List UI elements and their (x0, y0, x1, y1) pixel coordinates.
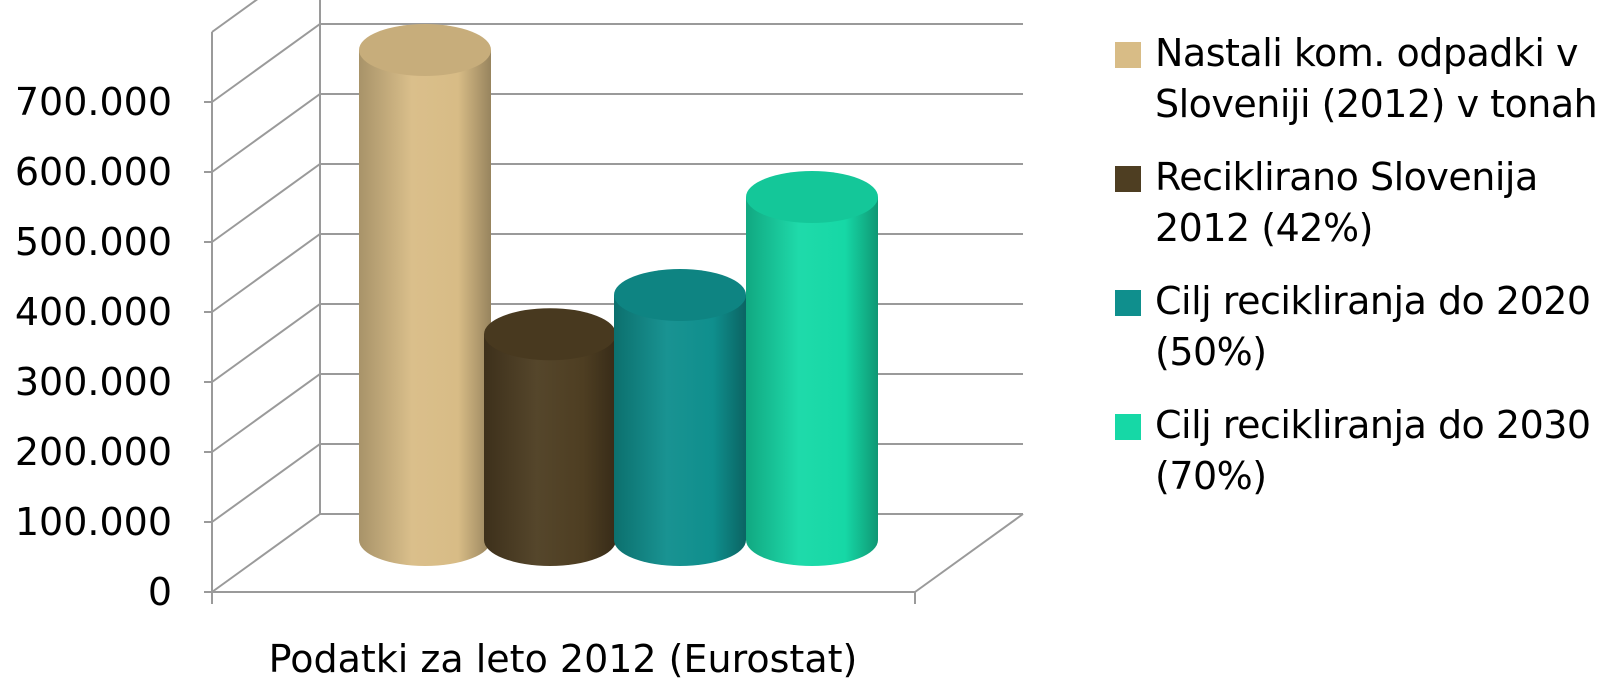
bar-4 (746, 171, 878, 566)
y-tick-label: 200.000 (15, 430, 172, 474)
y-tick-label: 400.000 (15, 290, 172, 334)
legend-label: Cilj recikliranja do 2020 (50%) (1155, 279, 1591, 374)
legend-item: Nastali kom. odpadki v Sloveniji (2012) … (1115, 28, 1610, 130)
legend-item: Cilj recikliranja do 2020 (50%) (1115, 276, 1610, 378)
legend-swatch-icon (1115, 290, 1141, 316)
bar-top (746, 171, 878, 223)
legend-item: Cilj recikliranja do 2030 (70%) (1115, 400, 1610, 502)
y-tick-label: 700.000 (15, 80, 172, 124)
floor-right-edge (914, 513, 1024, 593)
legend-label: Reciklirano Slovenija 2012 (42%) (1155, 155, 1538, 250)
legend-item: Reciklirano Slovenija 2012 (42%) (1115, 152, 1610, 254)
bar-top (359, 24, 491, 76)
legend: Nastali kom. odpadki v Sloveniji (2012) … (1115, 28, 1610, 524)
legend-label: Cilj recikliranja do 2030 (70%) (1155, 403, 1591, 498)
chart-area: 0 100.000 200.000 300.000 400.000 500.000 600.… (15, 0, 1024, 681)
legend-swatch-icon (1115, 42, 1141, 68)
gridline (211, 93, 1023, 173)
bar-body (359, 50, 491, 566)
legend-swatch-icon (1115, 166, 1141, 192)
y-tick-label: 600.000 (15, 150, 172, 194)
bars (359, 24, 878, 566)
gridline (211, 163, 1023, 243)
y-tick-label: 300.000 (15, 360, 172, 404)
gridlines (211, 0, 1023, 593)
bar-body (746, 197, 878, 566)
bar-body (614, 295, 746, 566)
y-tick-label: 0 (148, 570, 172, 614)
bar-top (484, 308, 616, 361)
y-tick-labels: 0 100.000 200.000 300.000 400.000 500.000 600.… (15, 80, 172, 614)
gridline (211, 0, 259, 33)
gridline (211, 23, 1023, 103)
bar-2 (484, 308, 616, 566)
legend-swatch-icon (1115, 414, 1141, 440)
bar-body (484, 334, 616, 566)
legend-label: Nastali kom. odpadki v Sloveniji (2012) … (1155, 31, 1598, 126)
bar-1 (359, 24, 491, 566)
x-category-label: Podatki za leto 2012 (Eurostat) (269, 637, 858, 681)
y-tick-label: 500.000 (15, 220, 172, 264)
y-tick-label: 100.000 (15, 500, 172, 544)
bar-3 (614, 269, 746, 566)
bar-top (614, 269, 746, 321)
axes (204, 32, 916, 604)
